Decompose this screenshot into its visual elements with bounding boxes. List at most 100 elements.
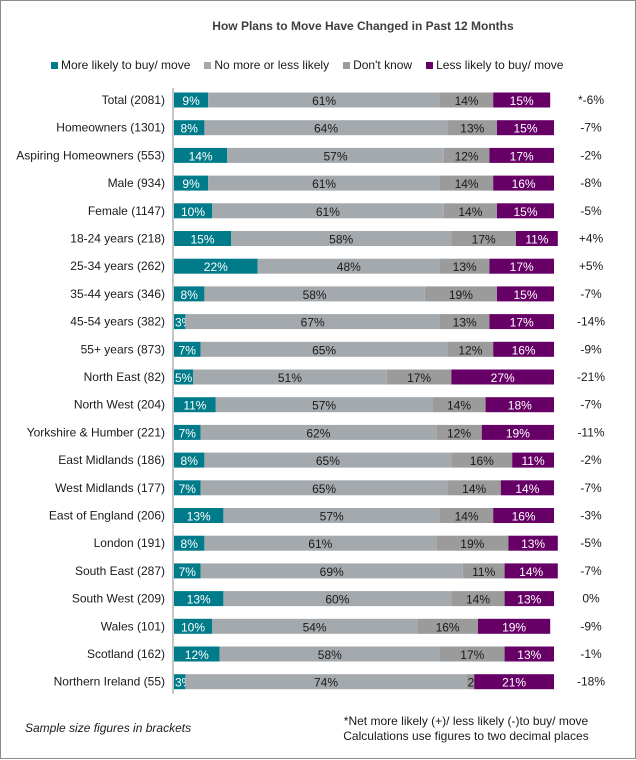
category-label: North East (82) [84, 370, 165, 384]
data-label-more-likely-to-buy-move: 7% [179, 343, 197, 357]
bar-segment-don-t-know [424, 286, 497, 302]
data-label-less-likely-to-buy-move: 13% [517, 648, 541, 662]
category-label: Homeowners (1301) [56, 121, 165, 135]
legend-label-dont-know: Don't know [353, 58, 413, 72]
net-label: -11% [577, 425, 604, 439]
data-label-more-likely-to-buy-move: 10% [181, 620, 205, 634]
bar-segment-more-likely-to-buy-move [174, 369, 193, 385]
category-label: Female (1147) [88, 204, 165, 218]
data-label-no-more-or-less-likely: 48% [337, 260, 361, 274]
data-label-don-t-know: 13% [453, 316, 477, 330]
bar-segment-no-more-or-less-likely [185, 674, 467, 690]
bar-segment-no-more-or-less-likely [227, 147, 444, 163]
bar-segment-no-more-or-less-likely [223, 508, 440, 523]
bar-segment-more-likely-to-buy-move [174, 674, 186, 690]
data-label-don-t-know: 12% [458, 343, 482, 357]
data-label-no-more-or-less-likely: 61% [312, 177, 336, 191]
net-label: -1% [580, 647, 602, 661]
data-label-less-likely-to-buy-move: 19% [506, 426, 530, 440]
data-label-more-likely-to-buy-move: 7% [179, 565, 197, 579]
bar-segment-don-t-know [440, 258, 490, 274]
bar-segment-more-likely-to-buy-move [174, 147, 228, 163]
net-label: -7% [580, 564, 602, 578]
legend-item-less-likely: Less likely to buy/ move [426, 58, 563, 72]
data-label-don-t-know: 19% [449, 288, 473, 302]
bar-segment-less-likely-to-buy-move [512, 452, 554, 468]
category-label: Male (934) [108, 176, 165, 190]
data-label-no-more-or-less-likely: 60% [325, 593, 349, 607]
bar-row-northern-ireland-55: Northern Ireland (55)3%74%2%21%-18% [54, 674, 605, 690]
legend-label-no-more-or-less: No more or less likely [214, 58, 330, 72]
data-label-no-more-or-less-likely: 57% [312, 399, 336, 413]
bar-segment-more-likely-to-buy-move [174, 397, 216, 413]
data-label-less-likely-to-buy-move: 14% [515, 482, 539, 496]
net-label: -5% [580, 204, 602, 218]
bar-segment-no-more-or-less-likely [204, 452, 452, 468]
bar-row-male-934: Male (934) 9% 61% 14% 16% -8% [108, 175, 602, 191]
bar-segment-more-likely-to-buy-move [174, 92, 209, 108]
bar-segment-don-t-know [443, 147, 490, 163]
data-label-no-more-or-less-likely: 54% [303, 620, 327, 634]
bar-segment-less-likely-to-buy-move [516, 231, 558, 246]
data-label-more-likely-to-buy-move: 8% [181, 454, 199, 468]
data-label-less-likely-to-buy-move: 15% [513, 288, 537, 302]
data-label-less-likely-to-buy-move: 21% [502, 676, 526, 690]
data-label-more-likely-to-buy-move: 7% [179, 482, 197, 496]
bar-segment-don-t-know [386, 369, 452, 385]
net-label: -9% [580, 342, 602, 356]
data-label-no-more-or-less-likely: 61% [312, 94, 336, 108]
bar-segment-less-likely-to-buy-move [489, 147, 554, 163]
data-label-less-likely-to-buy-move: 27% [491, 371, 515, 385]
net-label: -7% [580, 481, 602, 495]
bar-segment-more-likely-to-buy-move [174, 480, 201, 496]
net-label: -2% [580, 148, 602, 162]
category-label: Yorkshire & Humber (221) [27, 425, 165, 439]
bar-row-55-years-873: 55+ years (873) 7% 65% 12% 16% -9% [81, 341, 602, 357]
bar-segment-don-t-know [466, 674, 475, 690]
category-label: 45-54 years (382) [70, 315, 165, 329]
net-label: -14% [577, 315, 605, 329]
data-label-no-more-or-less-likely: 61% [308, 537, 332, 551]
data-label-more-likely-to-buy-move: 8% [181, 122, 199, 136]
data-label-no-more-or-less-likely: 62% [306, 426, 330, 440]
bar-segment-no-more-or-less-likely [200, 341, 448, 357]
category-label: Northern Ireland (55) [54, 675, 165, 689]
data-label-more-likely-to-buy-move: 9% [182, 94, 200, 108]
bar-segment-don-t-know [440, 646, 505, 662]
data-label-no-more-or-less-likely: 65% [316, 454, 340, 468]
footnote-net-line2: Calculations use figures to two decimal … [343, 729, 589, 743]
category-label: West Midlands (177) [55, 481, 165, 495]
legend-item-no-more-or-less: No more or less likely [204, 58, 329, 72]
data-label-no-more-or-less-likely: 57% [320, 510, 344, 524]
data-label-less-likely-to-buy-move: 17% [510, 316, 534, 330]
bar-segment-less-likely-to-buy-move [478, 618, 551, 634]
data-label-less-likely-to-buy-move: 11% [522, 454, 545, 468]
bar-row-scotland-162: Scotland (162) 12% 58% 17% 13% -1% [87, 646, 602, 662]
bar-segment-less-likely-to-buy-move [504, 591, 554, 607]
bar-segment-don-t-know [440, 92, 494, 108]
bar-row-north-east-82: North East (82) 5% 51% 17% 27% -21% [84, 369, 605, 385]
bar-segment-less-likely-to-buy-move [481, 424, 554, 440]
net-label: -21% [577, 370, 605, 384]
data-label-more-likely-to-buy-move: 8% [181, 288, 199, 302]
bar-segment-no-more-or-less-likely [212, 618, 418, 634]
bar-segment-no-more-or-less-likely [223, 591, 452, 607]
net-label: -18% [577, 675, 605, 689]
data-label-less-likely-to-buy-move: 15% [513, 205, 537, 219]
category-label: Aspiring Homeowners (553) [16, 148, 165, 162]
bar-row-east-midlands-186: East Midlands (186) 8% 65% 16% 11% -2% [58, 452, 602, 468]
data-label-don-t-know: 14% [455, 177, 479, 191]
bar-row-35-44-years-346: 35-44 years (346) 8% 58% 19% 15% -7% [70, 286, 602, 302]
bar-segment-more-likely-to-buy-move [174, 591, 224, 607]
bar-segment-no-more-or-less-likely [212, 203, 444, 219]
bar-row-east-of-england-206: East of England (206) 13% 57% 14% 16% -3% [49, 508, 602, 524]
bar-segment-don-t-know [451, 591, 505, 607]
bar-segment-more-likely-to-buy-move [174, 563, 201, 579]
category-label: 55+ years (873) [81, 342, 165, 356]
bar-segment-more-likely-to-buy-move [174, 646, 220, 662]
data-label-don-t-know: 17% [460, 648, 484, 662]
data-label-less-likely-to-buy-move: 15% [510, 94, 534, 108]
legend-swatch-more-likely [51, 61, 58, 69]
